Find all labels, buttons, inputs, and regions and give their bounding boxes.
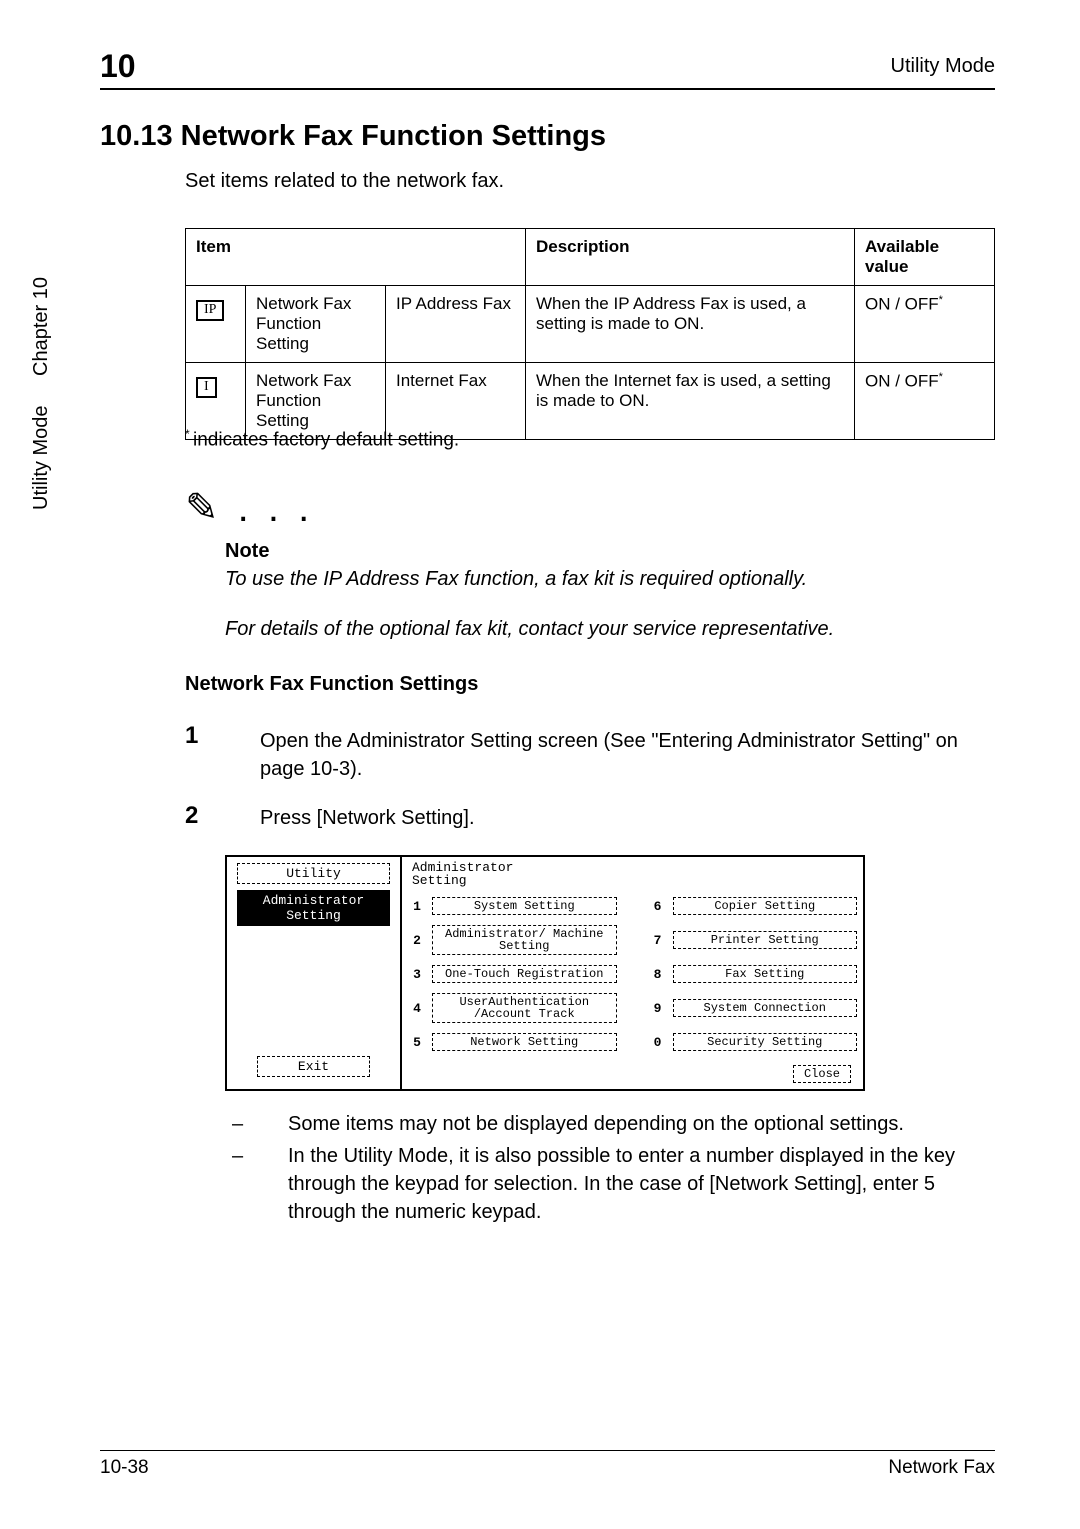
security-setting-button[interactable]: Security Setting <box>673 1033 858 1051</box>
opt-num: 7 <box>649 933 667 948</box>
step-1-number: 1 <box>185 722 198 750</box>
admin-title: AdministratorSetting <box>412 861 513 887</box>
row1-desc: When the Internet fax is used, a setting… <box>526 363 855 440</box>
notes-list: Some items may not be displayed dependin… <box>260 1110 995 1230</box>
asterisk-note: * indicates factory default setting. <box>185 427 459 451</box>
opt-num: 5 <box>408 1035 426 1050</box>
network-setting-button[interactable]: Network Setting <box>432 1033 617 1051</box>
note-p1: To use the IP Address Fax function, a fa… <box>225 568 995 591</box>
lcd-screenshot: Utility Administrator Setting Exit Admin… <box>225 855 865 1091</box>
userauth-button[interactable]: UserAuthentication /Account Track <box>432 993 617 1023</box>
note-icon: ✎ . . . <box>185 485 313 531</box>
opt-num: 0 <box>649 1035 667 1050</box>
opt-num: 6 <box>649 899 667 914</box>
options-grid: 1 System Setting 6 Copier Setting 2 Adminis… <box>408 891 857 1057</box>
page: 10 Utility Mode 10.13 Network Fax Functi… <box>0 0 1080 1529</box>
row1-avail: ON / OFF* <box>855 363 995 440</box>
th-desc: Description <box>526 229 855 286</box>
system-connection-button[interactable]: System Connection <box>673 999 858 1017</box>
list-item: Some items may not be displayed dependin… <box>260 1110 995 1138</box>
chapter-number: 10 <box>100 48 136 85</box>
settings-table: Item Description Available value IP Netw… <box>185 228 995 440</box>
header-mode: Utility Mode <box>891 55 995 78</box>
footer-title: Network Fax <box>888 1457 995 1479</box>
copier-setting-button[interactable]: Copier Setting <box>673 897 858 915</box>
admin-machine-button[interactable]: Administrator/ Machine Setting <box>432 925 617 955</box>
close-button[interactable]: Close <box>793 1065 851 1083</box>
opt-num: 8 <box>649 967 667 982</box>
exit-button[interactable]: Exit <box>257 1056 370 1077</box>
opt-num: 9 <box>649 1001 667 1016</box>
note-heading: Note <box>225 540 269 563</box>
side-mode: Utility Mode <box>30 406 52 510</box>
printer-setting-button[interactable]: Printer Setting <box>673 931 858 949</box>
opt-num: 2 <box>408 933 426 948</box>
opt-num: 1 <box>408 899 426 914</box>
subheading: Network Fax Function Settings <box>185 673 478 696</box>
onetouch-button[interactable]: One-Touch Registration <box>432 965 617 983</box>
header-rule <box>100 88 995 90</box>
step-2-text: Press [Network Setting]. <box>260 807 475 830</box>
note-p2: For details of the optional fax kit, con… <box>225 618 995 641</box>
list-item: In the Utility Mode, it is also possible… <box>260 1142 995 1226</box>
row0-name: Network Fax Function Setting <box>246 286 386 363</box>
th-avail: Available value <box>855 229 995 286</box>
utility-button[interactable]: Utility <box>237 863 390 884</box>
step-1-text: Open the Administrator Setting screen (S… <box>260 727 995 783</box>
footer-rule <box>100 1450 995 1451</box>
th-item: Item <box>186 229 526 286</box>
row0-desc: When the IP Address Fax is used, a setti… <box>526 286 855 363</box>
screen-left-panel: Utility Administrator Setting Exit <box>227 857 402 1089</box>
row0-sub: IP Address Fax <box>386 286 526 363</box>
row0-avail: ON / OFF* <box>855 286 995 363</box>
intro-text: Set items related to the network fax. <box>185 170 504 193</box>
i-icon: I <box>196 377 217 398</box>
system-setting-button[interactable]: System Setting <box>432 897 617 915</box>
admin-setting-button[interactable]: Administrator Setting <box>237 890 390 926</box>
page-number: 10-38 <box>100 1457 149 1479</box>
table-row: IP Network Fax Function Setting IP Addre… <box>186 286 995 363</box>
side-chapter: Chapter 10 <box>30 277 52 376</box>
step-2-number: 2 <box>185 802 198 830</box>
fax-setting-button[interactable]: Fax Setting <box>673 965 858 983</box>
section-title: 10.13 Network Fax Function Settings <box>100 120 606 153</box>
ip-icon: IP <box>196 300 224 321</box>
opt-num: 4 <box>408 1001 426 1016</box>
side-tab: Utility Mode Chapter 10 <box>30 277 53 510</box>
screen-right-panel: AdministratorSetting 1 System Setting 6 Co… <box>402 857 863 1089</box>
opt-num: 3 <box>408 967 426 982</box>
